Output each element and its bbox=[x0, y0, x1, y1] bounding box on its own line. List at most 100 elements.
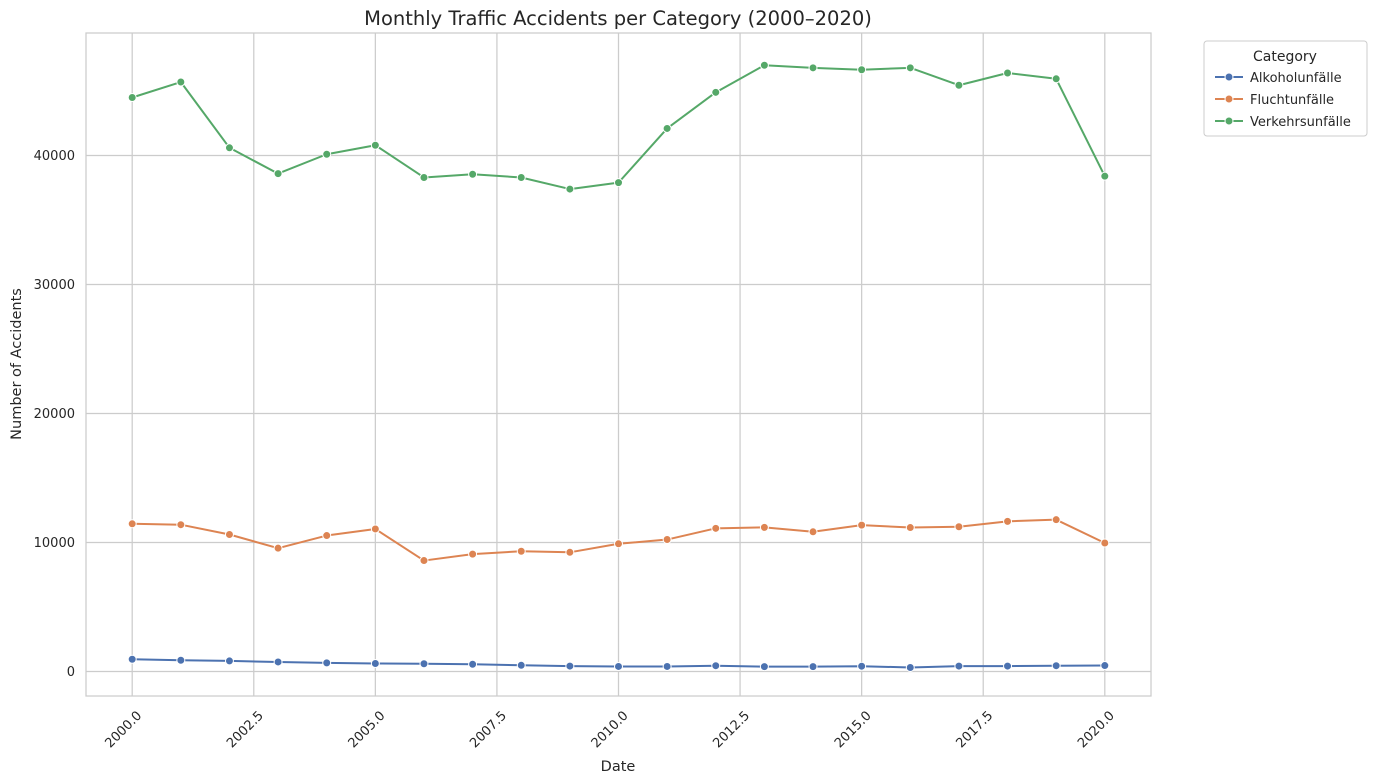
y-tick-label: 0 bbox=[67, 665, 75, 680]
plot-frame bbox=[85, 32, 1152, 697]
y-axis-label: Number of Accidents bbox=[9, 288, 25, 440]
data-point bbox=[905, 662, 915, 672]
data-point bbox=[468, 659, 478, 669]
legend-marker bbox=[1224, 116, 1234, 126]
data-point bbox=[905, 63, 915, 73]
legend-label: Alkoholunfälle bbox=[1250, 71, 1342, 86]
data-point bbox=[662, 661, 672, 671]
legend-frame bbox=[1203, 40, 1368, 137]
legend-entry: Fluchtunfälle bbox=[1215, 93, 1334, 108]
x-tick-label: 2000.0 bbox=[102, 708, 145, 751]
data-point bbox=[273, 657, 283, 667]
data-point bbox=[176, 77, 186, 87]
data-point bbox=[711, 87, 721, 97]
data-point bbox=[468, 169, 478, 179]
data-point bbox=[614, 539, 623, 549]
data-point bbox=[614, 178, 623, 188]
data-point bbox=[1051, 74, 1061, 84]
x-tick-label: 2012.5 bbox=[710, 708, 753, 751]
data-point bbox=[176, 655, 186, 665]
data-point bbox=[808, 63, 818, 73]
data-point bbox=[954, 80, 964, 90]
y-tick-label: 10000 bbox=[34, 536, 75, 551]
data-point bbox=[954, 661, 964, 671]
y-tick-label: 20000 bbox=[34, 407, 75, 422]
x-axis-label: Date bbox=[601, 759, 636, 775]
data-point bbox=[273, 169, 283, 179]
x-tick-label: 2020.0 bbox=[1075, 708, 1118, 751]
x-tick-labels: 2000.0 2002.5 2005.0 2007.5 2010.0 2012.5 2015… bbox=[102, 708, 1117, 751]
data-point bbox=[614, 661, 623, 671]
x-tick-label: 2010.0 bbox=[589, 708, 632, 751]
data-point bbox=[1003, 661, 1013, 671]
data-point bbox=[370, 524, 380, 534]
y-tick-labels: 0 10000 20000 30000 40000 bbox=[34, 149, 75, 680]
x-tick-label: 2015.0 bbox=[832, 708, 875, 751]
chart-title: Monthly Traffic Accidents per Category (… bbox=[364, 7, 872, 30]
legend-entry: Verkehrsunfälle bbox=[1215, 115, 1351, 130]
data-point bbox=[1003, 516, 1013, 526]
data-point bbox=[1003, 68, 1013, 78]
data-point bbox=[419, 556, 429, 566]
data-point bbox=[1100, 171, 1110, 181]
y-tick-label: 30000 bbox=[34, 278, 75, 293]
x-tick-label: 2017.5 bbox=[953, 708, 996, 751]
data-point bbox=[759, 662, 769, 672]
data-point bbox=[127, 519, 137, 529]
legend-title: Category bbox=[1253, 49, 1317, 65]
data-point bbox=[176, 520, 186, 530]
data-point bbox=[565, 661, 575, 671]
series-alkoholunfälle bbox=[127, 654, 1110, 672]
data-point bbox=[370, 658, 380, 668]
data-point bbox=[711, 523, 721, 533]
data-point bbox=[127, 654, 137, 664]
data-point bbox=[905, 523, 915, 533]
data-point bbox=[127, 92, 137, 102]
data-point bbox=[954, 522, 964, 532]
data-point bbox=[516, 172, 526, 182]
data-point bbox=[224, 143, 234, 153]
data-point bbox=[857, 661, 867, 671]
x-tick-label: 2002.5 bbox=[224, 708, 267, 751]
legend-entries: Alkoholunfälle Fluchtunfälle Verkehrsunfäl… bbox=[1215, 71, 1351, 130]
data-point bbox=[1051, 515, 1061, 525]
data-point bbox=[808, 662, 818, 672]
x-tick-label: 2007.5 bbox=[467, 708, 510, 751]
data-point bbox=[662, 123, 672, 133]
data-point bbox=[759, 60, 769, 70]
data-point bbox=[322, 658, 332, 668]
data-point bbox=[808, 527, 818, 537]
data-point bbox=[516, 660, 526, 670]
data-point bbox=[322, 149, 332, 159]
data-point bbox=[759, 522, 769, 532]
data-point bbox=[1100, 661, 1110, 671]
legend-label: Verkehrsunfälle bbox=[1250, 115, 1351, 130]
legend-entry: Alkoholunfälle bbox=[1215, 71, 1342, 86]
data-point bbox=[273, 543, 283, 553]
data-point bbox=[1051, 661, 1061, 671]
series-layer bbox=[127, 60, 1110, 672]
data-point bbox=[1100, 538, 1110, 548]
data-point bbox=[516, 546, 526, 556]
data-point bbox=[468, 549, 478, 559]
data-point bbox=[224, 656, 234, 666]
y-tick-label: 40000 bbox=[34, 149, 75, 164]
legend: Category Alkoholunfälle Fluchtunfälle Verk… bbox=[1203, 40, 1368, 137]
data-point bbox=[662, 535, 672, 545]
data-point bbox=[322, 531, 332, 541]
data-point bbox=[419, 172, 429, 182]
legend-marker bbox=[1224, 94, 1234, 104]
series-fluchtunfälle bbox=[127, 515, 1110, 566]
series-verkehrsunfälle bbox=[127, 60, 1110, 194]
data-point bbox=[565, 547, 575, 557]
grid bbox=[86, 33, 1151, 696]
x-tick-label: 2005.0 bbox=[346, 708, 389, 751]
data-point bbox=[224, 530, 234, 540]
data-point bbox=[565, 184, 575, 194]
data-point bbox=[857, 65, 867, 75]
data-point bbox=[419, 659, 429, 669]
data-point bbox=[711, 661, 721, 671]
legend-label: Fluchtunfälle bbox=[1250, 93, 1334, 108]
data-point bbox=[857, 520, 867, 530]
